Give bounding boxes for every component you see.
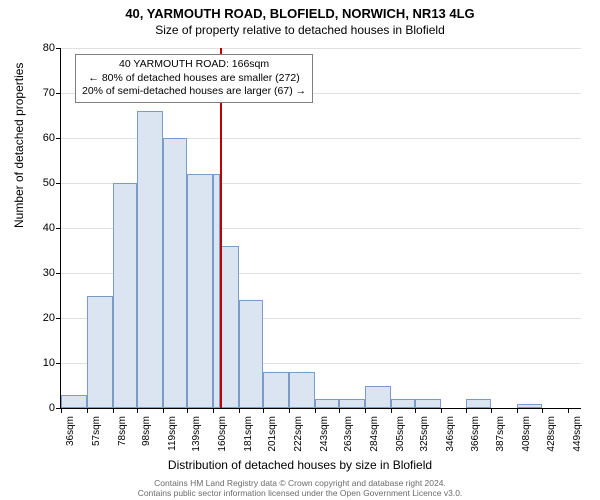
histogram-bar	[239, 300, 264, 408]
y-tick-mark	[56, 138, 61, 139]
x-tick-mark	[315, 408, 316, 413]
histogram-bar	[61, 395, 87, 409]
grid-line	[61, 48, 581, 49]
x-axis-title: Distribution of detached houses by size …	[0, 458, 600, 472]
x-tick-mark	[441, 408, 442, 413]
histogram-bar	[466, 399, 492, 408]
y-tick-mark	[56, 318, 61, 319]
x-tick-mark	[61, 408, 62, 413]
y-axis-title: Number of detached properties	[12, 63, 26, 228]
x-tick-mark	[113, 408, 114, 413]
histogram-bar	[391, 399, 416, 408]
y-tick-label: 50	[25, 177, 55, 189]
histogram-bar	[113, 183, 138, 408]
y-tick-mark	[56, 48, 61, 49]
x-tick-mark	[391, 408, 392, 413]
histogram-bar	[339, 399, 365, 408]
y-tick-mark	[56, 183, 61, 184]
x-tick-mark	[415, 408, 416, 413]
y-tick-label: 20	[25, 312, 55, 324]
x-tick-mark	[87, 408, 88, 413]
histogram-bar	[263, 372, 289, 408]
y-tick-mark	[56, 228, 61, 229]
x-tick-mark	[163, 408, 164, 413]
x-tick-mark	[263, 408, 264, 413]
plot-area: 0102030405060708036sqm57sqm78sqm98sqm119…	[60, 48, 581, 409]
footer-attribution: Contains HM Land Registry data © Crown c…	[0, 478, 600, 498]
annotation-box: 40 YARMOUTH ROAD: 166sqm← 80% of detache…	[75, 54, 313, 103]
y-tick-mark	[56, 363, 61, 364]
chart-title-line2: Size of property relative to detached ho…	[0, 21, 600, 37]
y-tick-label: 10	[25, 357, 55, 369]
x-tick-mark	[568, 408, 569, 413]
y-tick-mark	[56, 273, 61, 274]
x-tick-mark	[339, 408, 340, 413]
y-tick-mark	[56, 93, 61, 94]
x-tick-mark	[187, 408, 188, 413]
footer-line2: Contains public sector information licen…	[0, 488, 600, 498]
annotation-line1: 40 YARMOUTH ROAD: 166sqm	[82, 58, 306, 72]
x-tick-mark	[517, 408, 518, 413]
histogram-bar	[137, 111, 163, 408]
chart-area: 0102030405060708036sqm57sqm78sqm98sqm119…	[60, 48, 580, 408]
x-tick-mark	[289, 408, 290, 413]
histogram-bar	[365, 386, 391, 409]
x-tick-mark	[491, 408, 492, 413]
x-tick-mark	[239, 408, 240, 413]
x-tick-mark	[365, 408, 366, 413]
histogram-bar	[187, 174, 213, 408]
histogram-bar	[517, 404, 542, 409]
histogram-bar	[220, 246, 238, 408]
histogram-bar	[87, 296, 113, 409]
y-tick-label: 80	[25, 42, 55, 54]
chart-title-line1: 40, YARMOUTH ROAD, BLOFIELD, NORWICH, NR…	[0, 0, 600, 21]
x-tick-mark	[137, 408, 138, 413]
y-tick-label: 40	[25, 222, 55, 234]
y-tick-label: 60	[25, 132, 55, 144]
histogram-bar	[213, 174, 220, 408]
histogram-bar	[289, 372, 315, 408]
histogram-bar	[163, 138, 188, 408]
y-tick-label: 0	[25, 402, 55, 414]
histogram-bar	[315, 399, 340, 408]
x-tick-mark	[213, 408, 214, 413]
footer-line1: Contains HM Land Registry data © Crown c…	[0, 478, 600, 488]
x-tick-mark	[466, 408, 467, 413]
x-tick-mark	[542, 408, 543, 413]
y-tick-label: 30	[25, 267, 55, 279]
annotation-line3: 20% of semi-detached houses are larger (…	[82, 85, 306, 99]
annotation-line2: ← 80% of detached houses are smaller (27…	[82, 72, 306, 86]
y-tick-label: 70	[25, 87, 55, 99]
histogram-bar	[415, 399, 441, 408]
